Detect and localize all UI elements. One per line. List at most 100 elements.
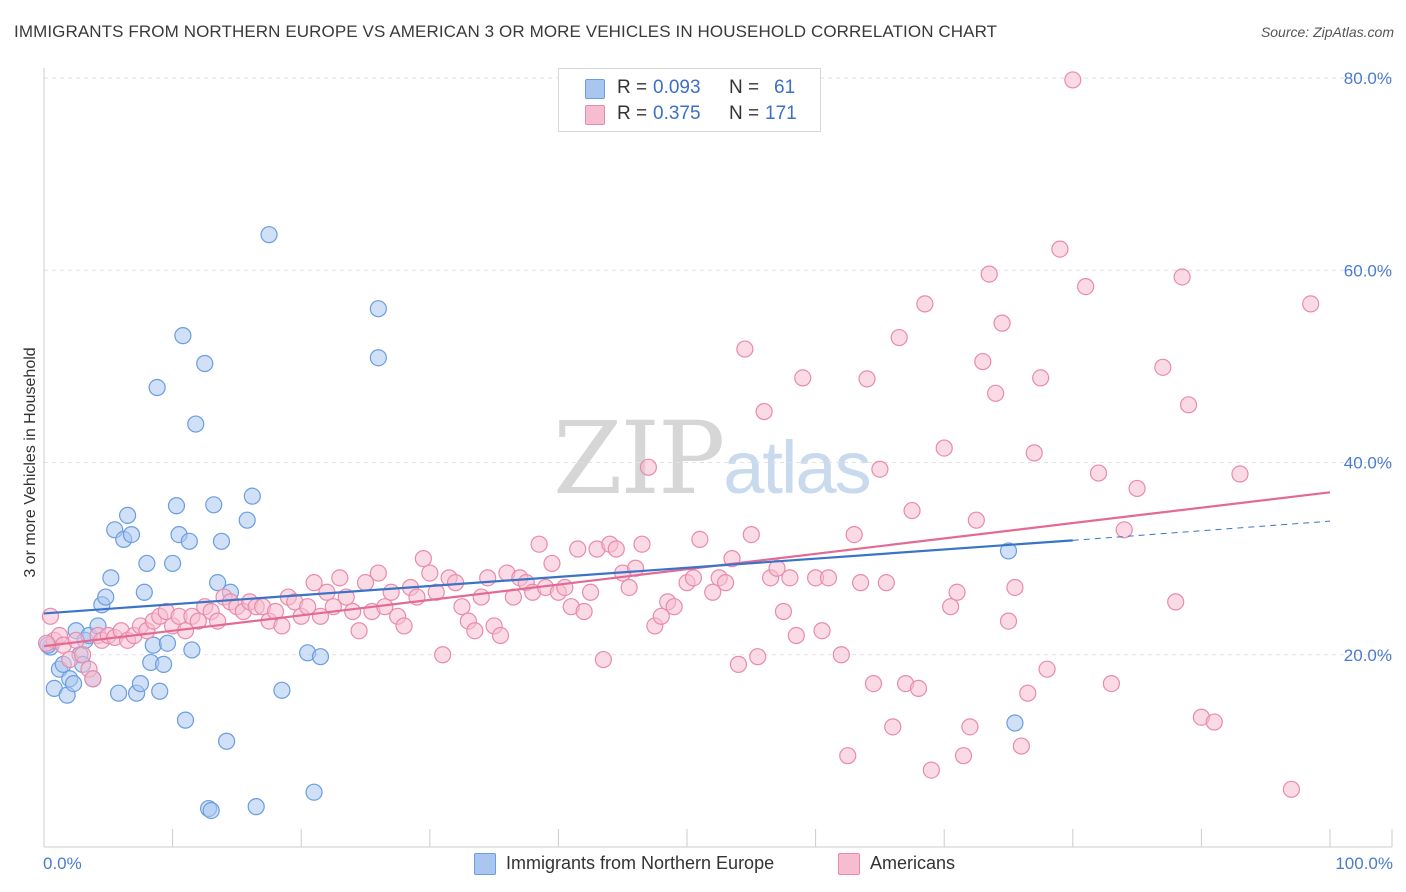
point-immigrants	[260, 226, 278, 244]
point-americans	[999, 612, 1018, 630]
point-americans	[189, 612, 207, 630]
point-americans	[414, 550, 432, 568]
point-americans	[716, 574, 735, 592]
point-americans	[594, 650, 613, 669]
point-americans	[466, 622, 484, 640]
point-immigrants	[138, 554, 156, 573]
point-americans	[1012, 737, 1030, 755]
point-americans	[845, 525, 863, 544]
watermark-atlas: atlas	[723, 426, 871, 509]
point-immigrants	[135, 583, 153, 601]
legend-n-value: 171	[765, 103, 797, 124]
tick-labels: 20.0% 40.0% 60.0% 80.0% 0.0% 100.0% 3 or more …	[22, 69, 1393, 873]
stats-legend: R = 0.093 N = 61 R = 0.375 N = 171	[558, 68, 821, 132]
point-americans	[974, 352, 992, 371]
point-immigrants	[164, 554, 182, 573]
y-tick-label: 40.0%	[1344, 454, 1392, 473]
bottom-legend-label-americans: Americans	[870, 853, 956, 873]
legend-row-americans: R = 0.375 N = 171	[559, 101, 820, 127]
point-americans	[948, 583, 966, 601]
point-americans	[961, 718, 979, 736]
bottom-legend-label-immigrants: Immigrants from Northern Europe	[506, 853, 775, 873]
legend-n-value: 61	[774, 77, 796, 98]
x-tick-label: 0.0%	[43, 854, 82, 873]
point-immigrants	[238, 511, 256, 529]
point-immigrants	[196, 354, 214, 373]
legend-r-label: R =	[617, 77, 648, 98]
point-americans	[1025, 444, 1043, 462]
point-immigrants	[109, 684, 128, 702]
point-immigrants	[369, 349, 387, 367]
point-americans	[1205, 713, 1223, 731]
point-americans	[774, 602, 793, 621]
point-americans	[1179, 396, 1198, 414]
point-americans	[1089, 464, 1108, 482]
point-americans	[858, 370, 876, 388]
point-immigrants	[64, 674, 83, 693]
point-americans	[569, 540, 587, 558]
legend-r-value: 0.375	[653, 103, 701, 124]
bottom-legend-swatch-immigrants	[474, 853, 496, 875]
point-immigrants	[174, 327, 192, 345]
point-americans	[755, 402, 773, 421]
point-americans	[954, 747, 973, 765]
point-americans	[877, 574, 895, 592]
point-americans	[742, 525, 760, 544]
point-immigrants	[97, 588, 115, 606]
legend-r-value: 0.093	[653, 77, 701, 98]
legend-r-label: R =	[617, 103, 648, 124]
point-americans	[1006, 578, 1024, 597]
point-americans	[620, 578, 638, 597]
point-americans	[1231, 465, 1249, 483]
point-immigrants	[151, 682, 169, 700]
y-axis-title: 3 or more Vehicles in Household	[22, 347, 39, 577]
point-americans	[273, 617, 291, 635]
point-americans	[736, 340, 754, 358]
trendline-immigrants-extension	[1072, 520, 1331, 541]
point-immigrants	[202, 801, 220, 820]
legend-swatch-americans	[585, 105, 605, 125]
point-immigrants	[118, 506, 137, 524]
bottom-legend-swatch-americans	[838, 853, 860, 875]
point-immigrants	[183, 641, 201, 659]
point-immigrants	[311, 648, 330, 666]
series-americans-points	[37, 71, 1320, 798]
point-americans	[1038, 660, 1056, 678]
point-americans	[787, 626, 805, 645]
chart-title: IMMIGRANTS FROM NORTHERN EUROPE VS AMERI…	[14, 22, 998, 41]
point-immigrants	[273, 681, 291, 699]
point-americans	[935, 439, 953, 457]
point-immigrants	[154, 655, 173, 673]
point-americans	[890, 328, 908, 347]
point-americans	[530, 535, 548, 553]
point-americans	[665, 598, 683, 616]
point-americans	[1051, 240, 1069, 258]
point-americans	[903, 501, 921, 520]
point-americans	[472, 588, 490, 606]
point-americans	[575, 602, 593, 621]
point-americans	[1032, 369, 1050, 387]
trendline-immigrants	[43, 539, 1073, 615]
point-americans	[839, 747, 857, 765]
point-immigrants	[158, 634, 177, 652]
point-americans	[942, 598, 960, 616]
point-americans	[491, 626, 510, 645]
point-americans	[1115, 521, 1133, 539]
point-americans	[781, 569, 799, 587]
point-immigrants	[305, 783, 323, 801]
grid-lines	[44, 77, 1392, 656]
point-americans	[704, 583, 722, 601]
point-americans	[421, 564, 439, 582]
point-americans	[37, 634, 56, 652]
legend-n-label: N =	[729, 77, 760, 98]
point-americans	[41, 607, 60, 625]
point-americans	[987, 384, 1005, 402]
point-americans	[1173, 268, 1191, 286]
point-americans	[794, 369, 812, 387]
point-immigrants	[148, 378, 166, 397]
point-americans	[864, 674, 883, 693]
point-americans	[395, 617, 413, 635]
point-americans	[350, 622, 368, 640]
point-americans	[607, 540, 625, 558]
